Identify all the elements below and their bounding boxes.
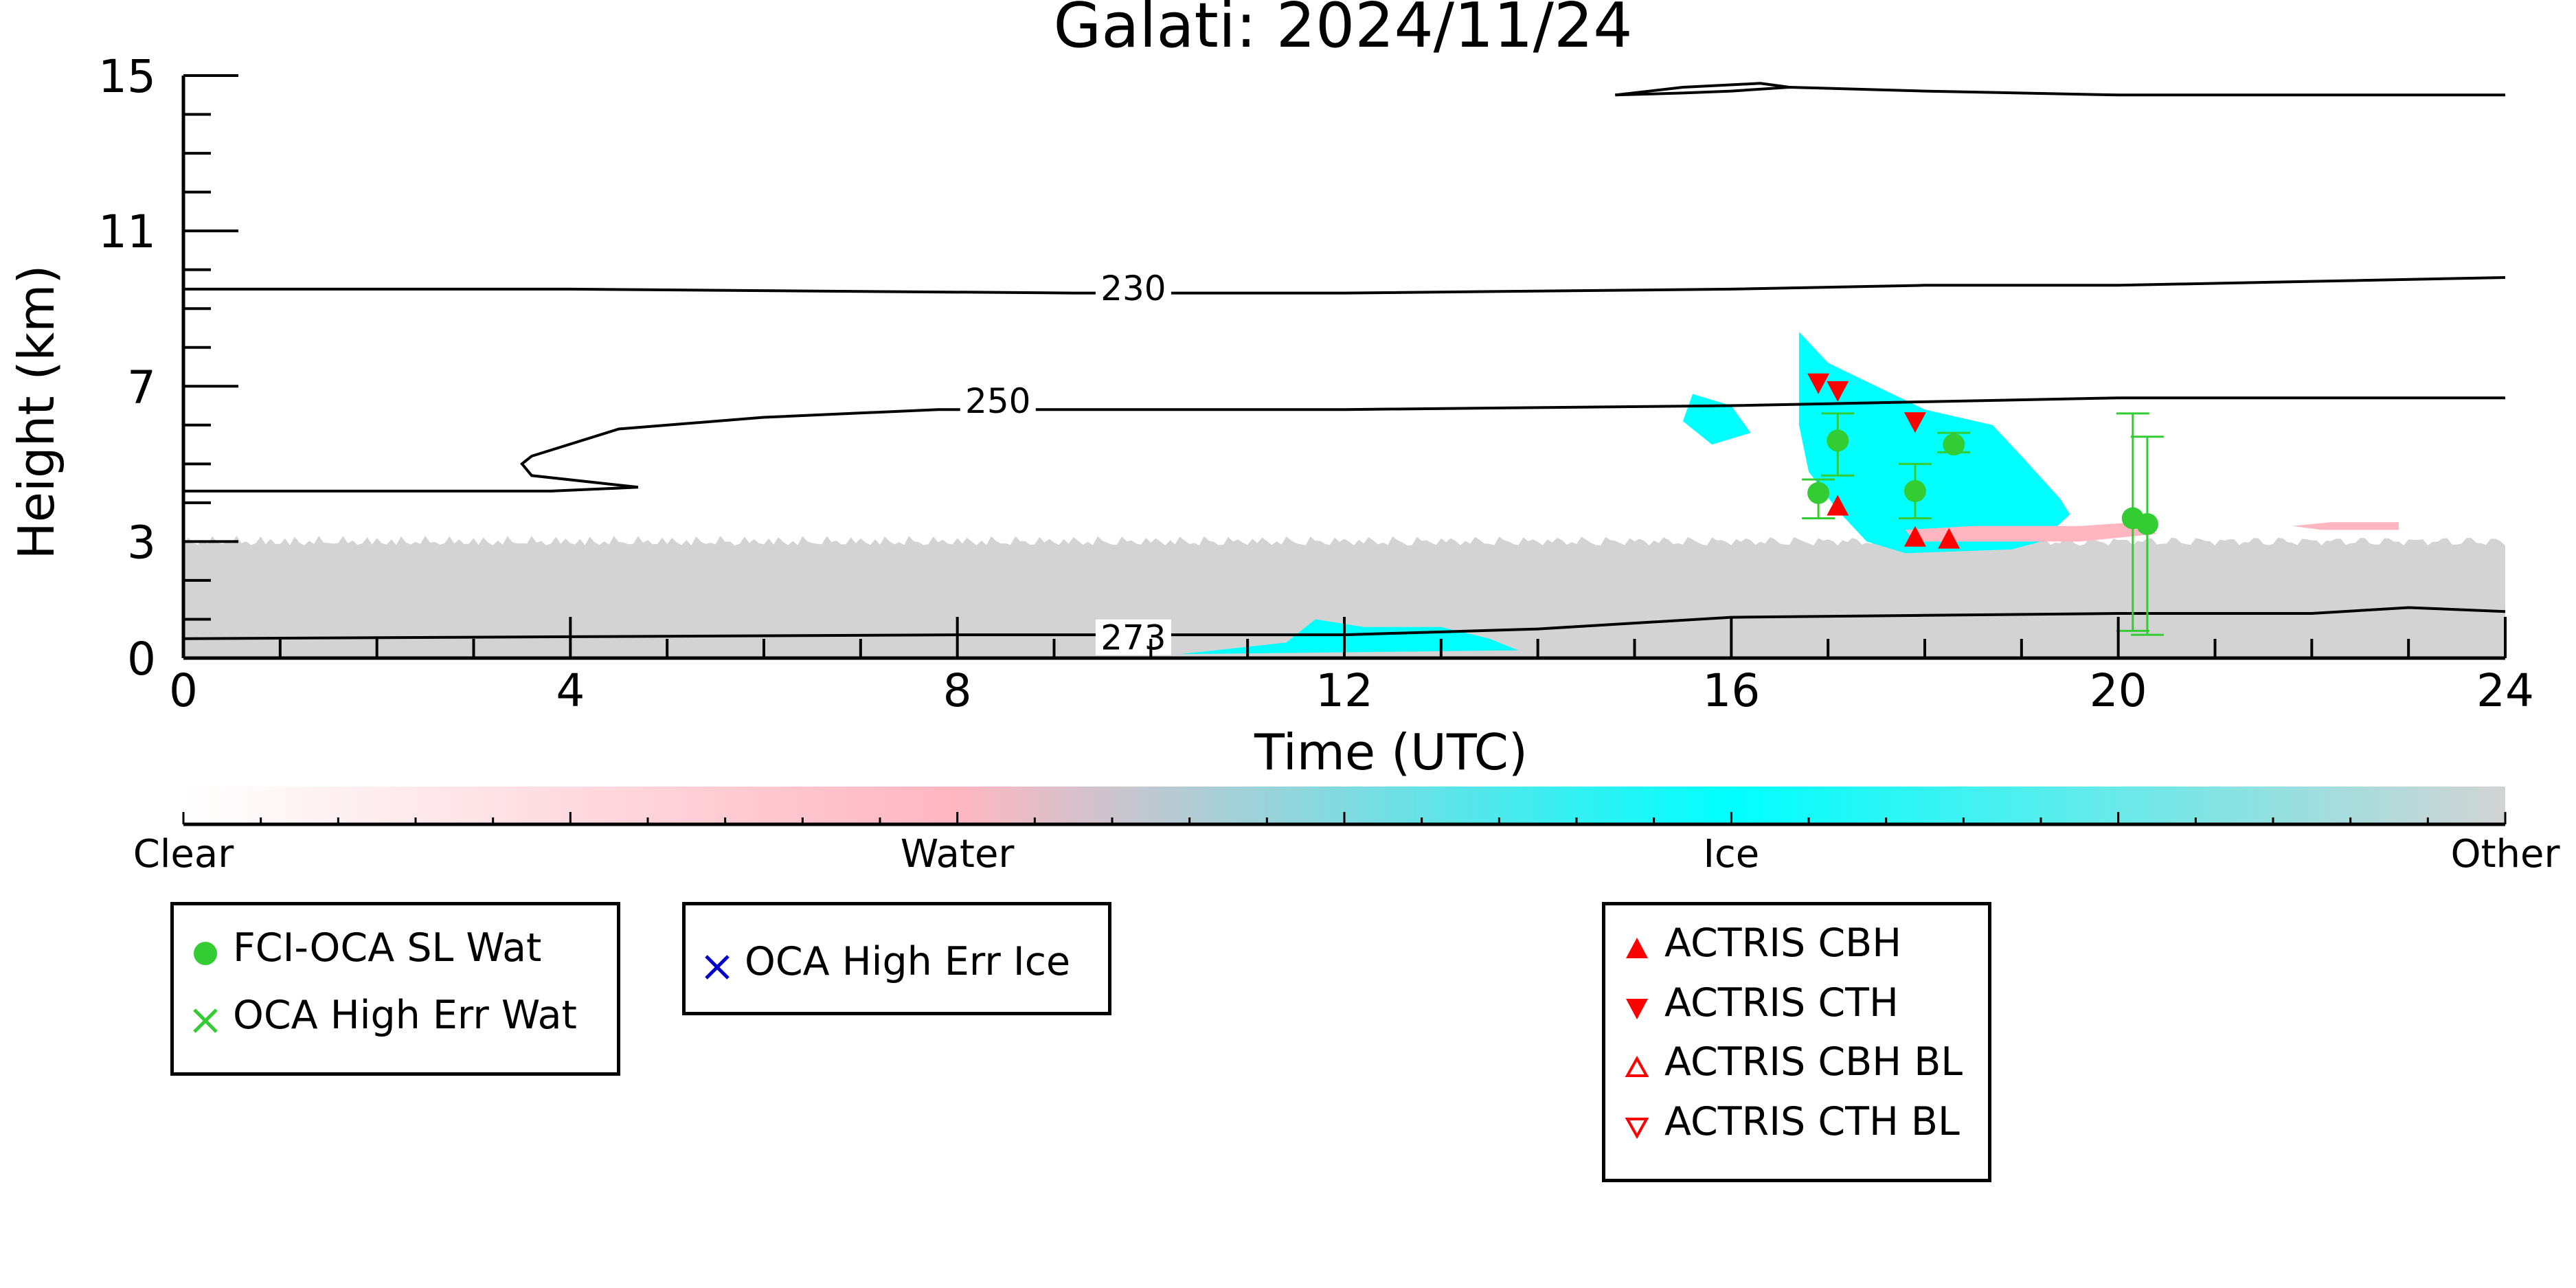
red-open-triangle-up-icon [1622,1047,1652,1077]
green-x-icon [190,1000,221,1033]
legend-item-actris-cth: ACTRIS CTH [1622,975,1899,1030]
colorbar-label: Ice [1703,832,1759,877]
marker-actris-cbh [1903,526,1926,547]
marker-oca-water [1807,482,1830,504]
legend-label: ACTRIS CBH BL [1664,1039,1963,1085]
contour-line-250 [183,396,2505,493]
marker-oca-water [1827,429,1849,452]
legend-item-fci-oca-sl-wat: FCI-OCA SL Wat [190,920,541,975]
red-triangle-down-icon [1622,988,1652,1019]
legend-item-actris-cth-bl: ACTRIS CTH BL [1622,1094,1960,1149]
x-tick-label: 16 [1702,664,1760,717]
y-tick-label: 7 [127,361,156,414]
marker-oca-water [1903,479,1926,502]
region-ice-3 [1179,619,1519,655]
contour-label-bg [1095,619,1171,655]
retrieval-markers [1802,373,2164,636]
red-open-triangle-down-icon [1622,1107,1652,1140]
contour-label: 250 [965,381,1030,421]
classification-regions [183,332,2505,658]
region-ice-2 [1682,394,1751,445]
contour-label: 273 [1100,618,1166,658]
red-triangle-up-icon [1622,928,1652,958]
marker-actris-cbh [1938,528,1961,549]
chart-title: Galati: 2024/11/24 [1053,0,1632,62]
y-tick-label: 3 [127,516,156,569]
legend-item-oca-high-err-wat: OCA High Err Wat [190,988,577,1043]
marker-oca-water [2136,512,2158,535]
legend-actris: ACTRIS CBH ACTRIS CTH ACTRIS CBH BL ACTR… [1602,902,1991,1182]
marker-actris-cth [1827,381,1849,402]
colorbar-label: Water [901,832,1015,877]
marker-actris-cbh [1827,495,1849,516]
legend-item-actris-cbh-bl: ACTRIS CBH BL [1622,1035,1963,1089]
x-tick-label: 4 [556,664,585,717]
contour-line-4 [1615,82,1790,97]
colorbar-label: Other [2450,832,2560,877]
green-circle-icon [190,933,221,965]
contour-label-bg [1095,269,1171,306]
y-tick-label: 0 [127,633,156,686]
region-water-5 [2292,522,2399,530]
region-ice-1 [1798,332,2070,554]
y-axis-label: Height (km) [8,265,65,560]
x-tick-label: 20 [2090,664,2147,717]
contour-label: 230 [1100,269,1166,308]
temperature-contours: 273 250 230 [183,82,2506,658]
axes: 0 4 8 12 16 20 24 0 3 7 11 15 [98,50,2534,717]
legend-oca-water: FCI-OCA SL Wat OCA High Err Wat [170,902,620,1076]
marker-actris-cth [1903,412,1926,433]
x-tick-label: 12 [1315,664,1373,717]
legend-item-actris-cbh: ACTRIS CBH [1622,916,1901,971]
contour-line-3 [1615,85,2505,97]
contour-line-273 [183,606,2506,640]
y-tick-label: 15 [98,50,156,103]
plot-area: 273 250 230 0 4 8 12 16 20 24 0 3 7 11 15 [98,50,2534,717]
colorbar: Clear Water Ice Other [133,787,2560,877]
marker-oca-water [1943,433,1965,456]
legend-label: ACTRIS CBH [1664,920,1902,966]
marker-actris-cth [1807,373,1830,394]
y-tick-label: 11 [98,205,156,258]
colorbar-label: Clear [133,832,234,877]
legend-label: OCA High Err Wat [233,993,577,1038]
blue-x-icon [702,947,732,980]
region-water-4 [1905,522,2157,542]
legend-label: ACTRIS CTH BL [1664,1099,1960,1144]
x-axis-label: Time (UTC) [1254,723,1528,781]
legend-label: ACTRIS CTH [1664,980,1899,1026]
contour-line-230 [183,276,2506,295]
x-tick-label: 8 [943,664,972,717]
legend-item-oca-high-err-ice: OCA High Err Ice [702,934,1070,989]
x-tick-label: 24 [2476,664,2534,717]
legend-label: FCI-OCA SL Wat [233,925,542,971]
contour-label-bg [960,382,1036,418]
region-edge-other [183,536,2505,546]
legend-oca-ice: OCA High Err Ice [682,902,1111,1015]
legend-label: OCA High Err Ice [745,939,1071,984]
x-tick-label: 0 [169,664,198,717]
